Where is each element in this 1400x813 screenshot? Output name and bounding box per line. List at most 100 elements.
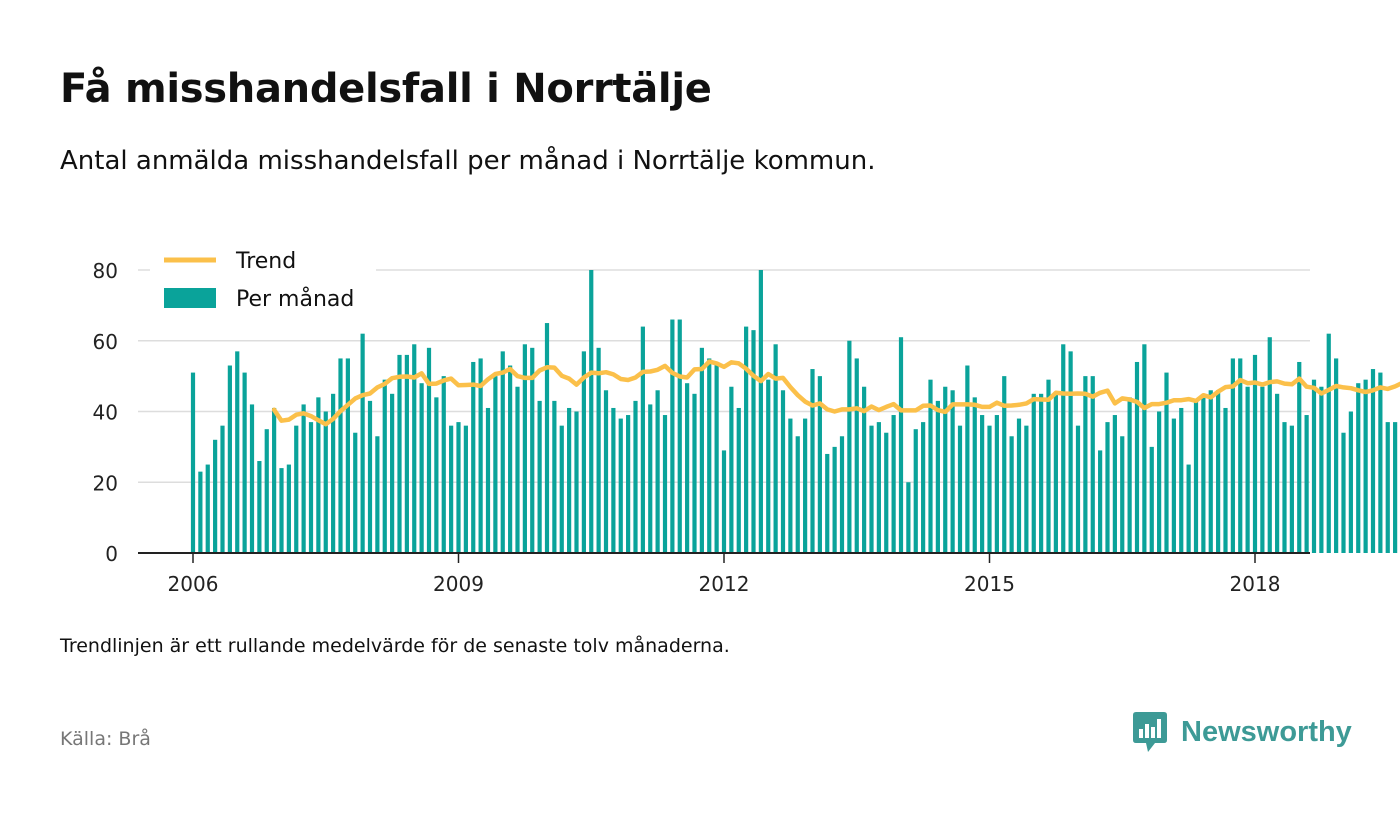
bar	[854, 358, 859, 553]
bar	[552, 400, 557, 553]
bar	[1370, 369, 1376, 553]
bar	[574, 411, 579, 553]
newsworthy-logo-text: Newsworthy	[1181, 715, 1352, 748]
bar	[360, 333, 365, 553]
chart-title: Få misshandelsfall i Norrtälje	[60, 66, 712, 112]
trend-line	[271, 359, 1400, 427]
bar	[825, 453, 830, 553]
bar	[1282, 422, 1287, 553]
bar	[500, 351, 505, 553]
bar	[235, 351, 240, 553]
bar	[1134, 361, 1140, 553]
bar	[412, 344, 417, 553]
bar	[788, 418, 793, 553]
bar	[1053, 393, 1058, 553]
bar	[1311, 379, 1317, 553]
bar	[1157, 411, 1162, 553]
bar	[190, 372, 196, 553]
x-tick-label: 2009	[433, 572, 484, 596]
legend-bars-swatch	[164, 288, 216, 308]
bar	[493, 376, 498, 553]
bar	[213, 439, 218, 553]
bar	[898, 337, 904, 553]
bar	[264, 429, 269, 553]
bar	[965, 365, 970, 553]
bar	[648, 404, 653, 553]
bar	[884, 432, 889, 553]
bar	[1363, 379, 1368, 553]
bar	[810, 369, 815, 553]
bar	[1149, 446, 1154, 553]
bar	[1179, 407, 1184, 553]
bar	[544, 323, 550, 553]
newsworthy-logo[interactable]: Newsworthy	[1133, 712, 1352, 752]
bar	[1304, 415, 1309, 553]
bar	[862, 386, 867, 553]
bar	[655, 390, 660, 553]
bar	[537, 400, 542, 553]
bar	[1083, 376, 1088, 553]
bar	[957, 425, 963, 553]
bar	[692, 393, 697, 553]
legend-bars-label: Per månad	[236, 286, 354, 312]
bar	[707, 358, 712, 553]
bar	[515, 386, 520, 553]
bar	[227, 365, 232, 553]
bar	[626, 415, 631, 553]
bar	[780, 390, 786, 553]
bar	[308, 422, 314, 553]
bar	[449, 425, 454, 553]
source-credit: Källa: Brå	[60, 728, 151, 750]
bar	[242, 372, 247, 553]
y-tick-label: 80	[93, 259, 118, 283]
bar	[736, 407, 741, 553]
bar	[773, 344, 778, 553]
legend-trend-label: Trend	[235, 249, 296, 274]
bar	[1201, 397, 1206, 553]
bar	[1297, 361, 1302, 553]
bar	[426, 347, 432, 553]
bar	[980, 415, 985, 553]
bar	[1260, 386, 1265, 553]
bar	[279, 468, 284, 553]
bar	[972, 397, 977, 553]
bar	[1385, 422, 1390, 553]
bar	[744, 326, 749, 553]
bar	[1208, 390, 1213, 553]
bar	[994, 415, 999, 553]
bar	[419, 383, 424, 553]
bar	[1075, 425, 1081, 553]
y-tick-label: 60	[93, 330, 118, 354]
bar	[1105, 422, 1110, 553]
bar	[1171, 418, 1176, 553]
bar	[559, 425, 564, 553]
bar	[928, 379, 933, 553]
bar	[345, 358, 350, 553]
bar	[847, 340, 852, 553]
bar	[699, 347, 704, 553]
bar	[714, 361, 719, 553]
bar	[316, 397, 321, 553]
trend-footnote: Trendlinjen är ett rullande medelvärde f…	[60, 635, 730, 657]
bar	[876, 422, 881, 553]
bar	[618, 418, 623, 553]
bar	[611, 407, 616, 553]
x-tick-label: 2012	[699, 572, 750, 596]
bar	[1216, 390, 1221, 553]
bar	[633, 400, 638, 553]
x-tick-label: 2015	[964, 572, 1015, 596]
bar	[1393, 422, 1398, 553]
x-tick-label: 2018	[1230, 572, 1281, 596]
bar	[869, 425, 874, 553]
bar	[508, 365, 513, 553]
bar	[1112, 415, 1117, 553]
bar	[404, 354, 409, 553]
bar	[353, 432, 358, 553]
bar	[434, 397, 439, 553]
bar	[1341, 432, 1346, 553]
bar	[913, 429, 918, 553]
bar	[338, 358, 343, 553]
bar	[581, 351, 586, 553]
y-tick-label: 0	[105, 542, 118, 566]
y-tick-label: 40	[93, 401, 118, 425]
